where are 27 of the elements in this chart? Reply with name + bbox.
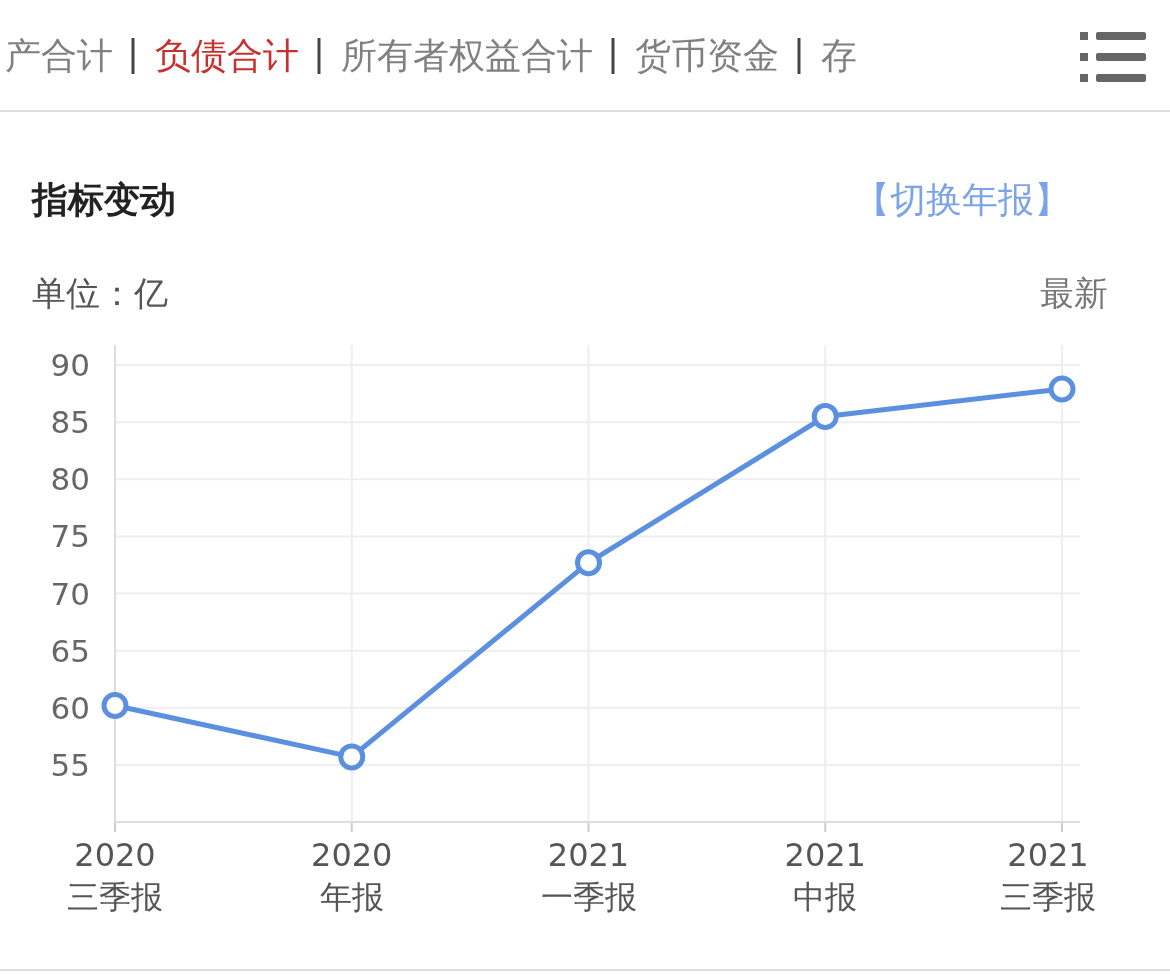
- text: 最新: [1040, 273, 1108, 313]
- x-tick-label: 2021 三季报: [1000, 836, 1096, 916]
- point: [1048, 375, 1076, 403]
- y-tick-label: 90: [50, 347, 90, 383]
- text: 货币资金: [635, 35, 779, 76]
- text: 产合计: [5, 35, 113, 76]
- point: [575, 549, 602, 577]
- point: [811, 402, 839, 430]
- y-tick-label: 75: [50, 518, 90, 555]
- y-tick-label: 60: [50, 689, 90, 726]
- text: 负债合计: [155, 35, 299, 76]
- x-tick-label: 2021 中报: [784, 836, 866, 916]
- y-tick-label: 80: [50, 461, 90, 498]
- x-tick-label: 2020 年报: [311, 836, 393, 916]
- y-tick-label: 70: [50, 575, 90, 612]
- chart-title: 指标变动: [30, 179, 176, 220]
- x-tick-label: 2020 三季报: [67, 836, 163, 916]
- text: 存: [821, 35, 857, 76]
- point: [101, 691, 129, 719]
- x-tick-label: 2021 一季报: [540, 836, 637, 916]
- text: 所有者权益合计: [341, 35, 593, 76]
- y-tick-label: 85: [50, 404, 90, 441]
- y-tick-label: 55: [50, 746, 90, 783]
- point: [338, 743, 366, 771]
- text: 【切换年报】: [854, 179, 1070, 220]
- chart-subtitle: 单位：亿: [32, 273, 168, 313]
- y-tick-label: 65: [50, 632, 90, 669]
